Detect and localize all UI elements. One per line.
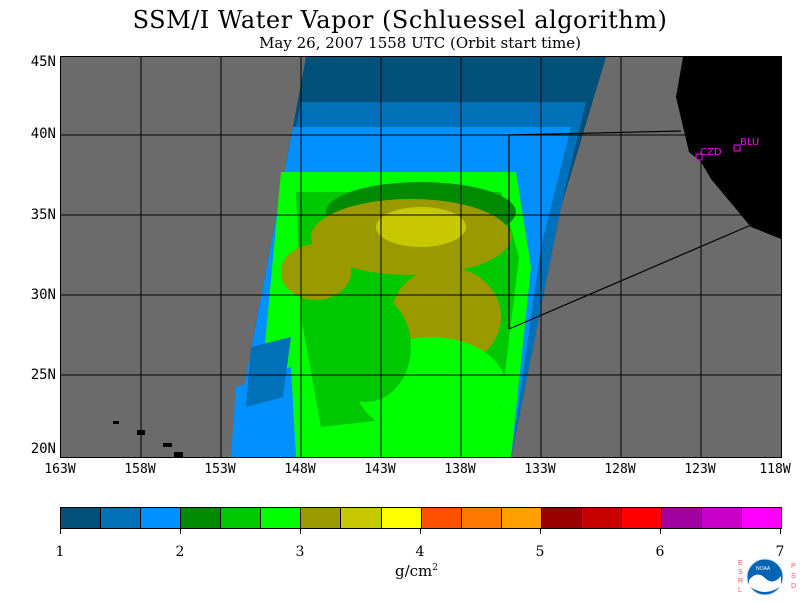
colorbar-cell	[661, 508, 702, 528]
lat-label-40n: 40N	[30, 126, 56, 142]
swath-blue-patch-2	[246, 337, 291, 407]
graticule	[61, 57, 781, 457]
station-czd-label: CZD	[700, 147, 722, 158]
california-coast	[676, 57, 781, 239]
colorbar-cell	[101, 508, 142, 528]
region-outline	[508, 130, 682, 329]
lat-label-35n: 35N	[30, 207, 56, 223]
map-subtitle: May 26, 2007 1558 UTC (Orbit start time)	[259, 34, 581, 52]
colorbar-cell	[341, 508, 382, 528]
lon-label-143w: 143W	[364, 462, 396, 477]
units-label: g/cm	[395, 562, 433, 580]
colorbar-cell	[61, 508, 102, 528]
lon-label-148w: 148W	[284, 462, 316, 477]
noaa-emblem-icon: E S R L NOAA P S D	[738, 558, 796, 596]
hawaii-island-1	[113, 421, 119, 424]
colorbar-cell	[261, 508, 302, 528]
lon-label-128w: 128W	[604, 462, 636, 477]
colorbar-cell	[421, 508, 462, 528]
colorbar-tick	[60, 528, 61, 534]
station-blu-label: BLU	[740, 137, 760, 148]
lon-label-123w: 123W	[684, 462, 716, 477]
lat-label-20n: 20N	[30, 441, 56, 457]
colorbar-cell	[621, 508, 662, 528]
svg-text:R: R	[738, 578, 743, 585]
hawaii-island-4	[174, 452, 183, 457]
colorbar-tick	[780, 528, 781, 534]
lon-label-158w: 158W	[124, 462, 156, 477]
svg-text:S: S	[791, 573, 796, 580]
colorbar-tick	[420, 528, 421, 534]
svg-text:L: L	[738, 587, 742, 594]
colorbar-cell	[181, 508, 222, 528]
svg-text:P: P	[791, 563, 796, 570]
colorbar-tick-label: 4	[415, 544, 425, 560]
svg-text:S: S	[738, 569, 743, 576]
colorbar	[60, 507, 782, 529]
units-exponent: 2	[432, 563, 439, 573]
svg-text:D: D	[791, 583, 796, 590]
lon-label-153w: 153W	[204, 462, 236, 477]
station-czd-marker	[695, 153, 703, 161]
colorbar-tick-label: 5	[535, 544, 545, 560]
svg-text:NOAA: NOAA	[756, 566, 771, 572]
svg-text:E: E	[738, 560, 743, 567]
lon-label-138w: 138W	[444, 462, 476, 477]
colorbar-cell	[742, 508, 782, 528]
noaa-logo: E S R L NOAA P S D	[735, 556, 799, 598]
hawaii-island-3	[163, 443, 172, 447]
colorbar-cell	[381, 508, 422, 528]
moist-area-yellow-north	[376, 207, 466, 247]
colorbar-tick-label: 7	[775, 544, 785, 560]
lat-label-25n: 25N	[30, 367, 56, 383]
colorbar-tick	[300, 528, 301, 534]
map-title: SSM/I Water Vapor (Schluessel algorithm)	[132, 6, 668, 34]
colorbar-cell	[702, 508, 743, 528]
region-outline-diag	[508, 224, 752, 330]
colorbar-cell	[581, 508, 622, 528]
colorbar-tick-label: 1	[55, 544, 65, 560]
lon-label-133w: 133W	[524, 462, 556, 477]
water-vapor-map	[61, 57, 781, 457]
colorbar-tick-label: 3	[295, 544, 305, 560]
moist-area-green-center	[321, 292, 411, 402]
colorbar-cell	[461, 508, 502, 528]
lon-label-118w: 118W	[759, 462, 791, 477]
map-panel	[60, 56, 782, 458]
colorbar-cell	[141, 508, 182, 528]
lat-label-45n: 45N	[30, 54, 56, 70]
colorbar-cell	[221, 508, 262, 528]
colorbar-cell	[301, 508, 342, 528]
colorbar-tick	[660, 528, 661, 534]
colorbar-tick	[540, 528, 541, 534]
moist-area-olive-west	[281, 244, 351, 300]
lon-label-163w: 163W	[44, 462, 76, 477]
colorbar-tick	[180, 528, 181, 534]
colorbar-cell	[501, 508, 542, 528]
colorbar-tick-label: 2	[175, 544, 185, 560]
station-blu-marker	[733, 144, 741, 152]
colorbar-cell	[541, 508, 582, 528]
colorbar-tick-label: 6	[655, 544, 665, 560]
colorbar-units: g/cm2	[395, 562, 438, 580]
lat-label-30n: 30N	[30, 287, 56, 303]
